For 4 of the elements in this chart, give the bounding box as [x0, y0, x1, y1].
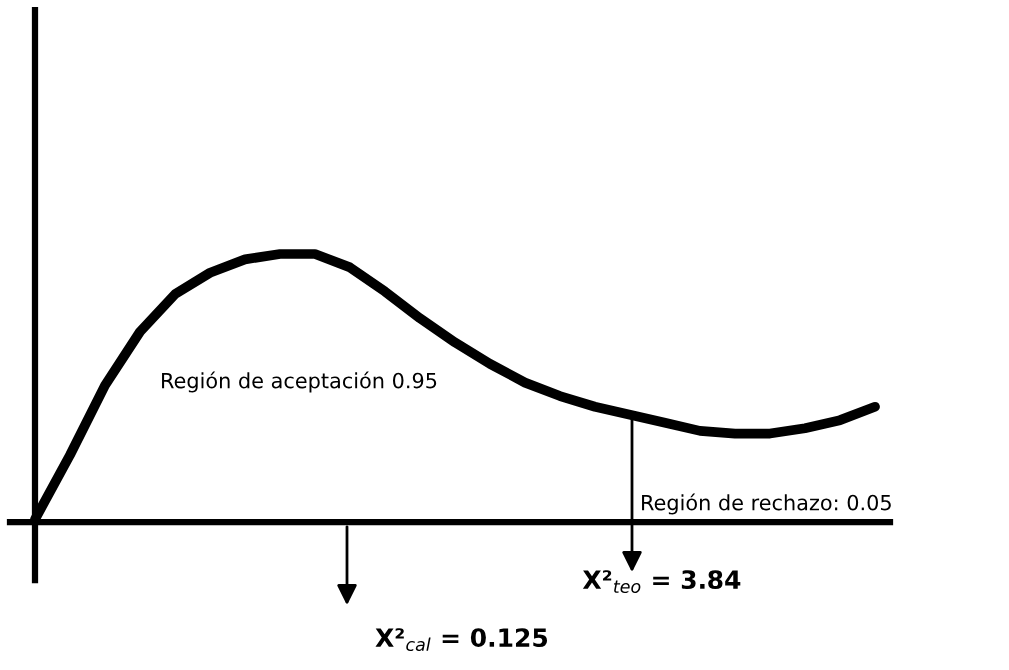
text: X²$_{teo}$ = 3.84 — [582, 570, 741, 594]
annotation: Región de rechazo: 0.05 — [642, 493, 891, 515]
text: X²$_{cal}$ = 0.125 — [375, 628, 548, 652]
annotation: Región de aceptación 0.95 — [162, 371, 437, 393]
